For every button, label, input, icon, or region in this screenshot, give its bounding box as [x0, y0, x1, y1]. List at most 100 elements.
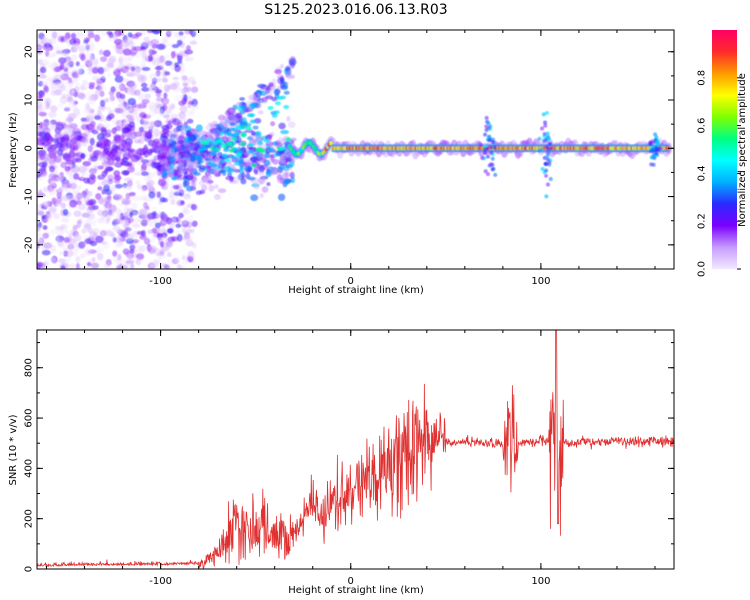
spectral-blob	[57, 187, 62, 194]
spectral-blob	[113, 174, 122, 181]
spectral-blob	[541, 138, 546, 143]
spectral-blob	[118, 55, 126, 61]
spectral-blob	[485, 172, 490, 177]
spectral-blob	[116, 243, 125, 248]
spectral-blob	[68, 263, 76, 269]
spectrogram-y-ticks: -20 -10 0 10 20	[24, 45, 674, 270]
spectral-blob	[78, 64, 85, 71]
snr-frame	[36, 329, 675, 570]
spectral-blob	[41, 249, 51, 256]
spectrogram-marks	[37, 30, 673, 269]
spectral-blob	[100, 199, 107, 206]
spectral-blob	[66, 139, 74, 148]
spectral-blob	[69, 156, 76, 163]
spectral-blob	[170, 141, 177, 146]
spectral-blob	[219, 158, 225, 164]
spectral-blob	[150, 39, 160, 46]
spectral-blob	[101, 160, 110, 167]
spectral-blob	[255, 136, 261, 142]
spectral-blob	[133, 217, 140, 224]
spectral-blob	[250, 156, 259, 163]
spectral-blob	[98, 49, 104, 56]
spectral-blob	[113, 223, 119, 231]
spectral-blob	[136, 184, 143, 190]
spectral-blob	[198, 180, 205, 186]
spectral-blob	[255, 161, 261, 169]
spectral-blob	[49, 257, 57, 264]
spectral-blob	[161, 170, 168, 178]
spectral-blob	[164, 60, 173, 66]
spectral-blob	[272, 141, 279, 146]
spectral-blob	[218, 126, 223, 132]
spectral-blob	[244, 161, 252, 168]
spectral-blob	[47, 76, 57, 82]
spectral-blob	[176, 117, 183, 123]
colorbar-tick-label: 0.6	[697, 118, 708, 134]
spectral-blob	[190, 103, 200, 110]
snr-panel: -100 0 100 0 200 400 600 800 Height of straigh…	[8, 329, 675, 596]
spectral-blob	[144, 131, 151, 137]
colorbar-gradient	[712, 30, 737, 269]
spectral-blob	[199, 150, 206, 155]
spectral-blob	[63, 179, 70, 187]
spectral-blob	[651, 162, 656, 167]
spectral-blob	[63, 37, 69, 43]
spectral-blob	[215, 155, 220, 162]
spectral-blob	[47, 53, 55, 58]
spectral-blob	[66, 117, 74, 123]
spectral-blob	[64, 165, 71, 172]
spectral-blob	[55, 81, 65, 89]
spectral-blob	[138, 245, 146, 252]
spectral-blob	[248, 142, 255, 147]
spectral-blob	[160, 213, 168, 220]
spectral-blob	[115, 194, 124, 201]
spectrogram-y-tick-label: 0	[24, 145, 35, 151]
spectral-blob	[544, 173, 549, 178]
spectral-blob	[490, 139, 495, 144]
spectral-blob	[655, 147, 660, 152]
spectral-blob	[96, 30, 104, 35]
spectral-blob	[55, 200, 63, 207]
spectral-blob	[291, 74, 296, 79]
spectral-blob	[478, 142, 483, 147]
spectral-blob	[124, 177, 133, 183]
spectral-blob	[148, 101, 156, 110]
spectral-blob	[176, 233, 183, 242]
spectral-blob	[489, 150, 494, 155]
spectral-blob	[62, 208, 69, 216]
spectral-blob	[548, 141, 553, 146]
spectral-blob	[120, 158, 126, 166]
spectral-blob	[106, 215, 111, 223]
spectral-blob	[189, 30, 194, 35]
spectral-blob	[239, 97, 246, 101]
snr-y-tick-label: 200	[24, 509, 35, 528]
spectral-blob	[135, 32, 143, 37]
spectrogram-x-tick-label: -100	[149, 276, 172, 287]
spectrogram-y-tick-label: 10	[24, 94, 35, 107]
spectral-blob	[205, 151, 211, 156]
spectral-blob	[142, 204, 150, 210]
spectral-blob	[97, 66, 105, 75]
spectral-blob	[124, 143, 133, 149]
spectral-blob	[168, 155, 177, 162]
spectral-blob	[652, 156, 657, 161]
spectral-blob	[87, 157, 96, 163]
spectral-blob	[125, 36, 134, 45]
snr-y-tick-label: 800	[24, 358, 35, 377]
spectral-blob	[55, 125, 62, 134]
spectral-blob	[105, 230, 114, 237]
spectral-blob	[89, 240, 98, 247]
spectral-blob	[164, 264, 170, 269]
spectral-blob	[81, 265, 90, 269]
spectral-blob	[157, 178, 167, 187]
spectral-blob	[288, 121, 296, 129]
spectral-blob	[55, 236, 60, 244]
spectral-blob	[69, 182, 77, 190]
spectral-blob	[112, 237, 117, 243]
spectral-blob	[174, 94, 183, 103]
spectral-blob	[97, 186, 103, 191]
spectral-blob	[141, 187, 146, 193]
spectral-blob	[250, 194, 259, 202]
spectral-blob	[178, 212, 184, 219]
spectral-blob	[89, 137, 95, 146]
